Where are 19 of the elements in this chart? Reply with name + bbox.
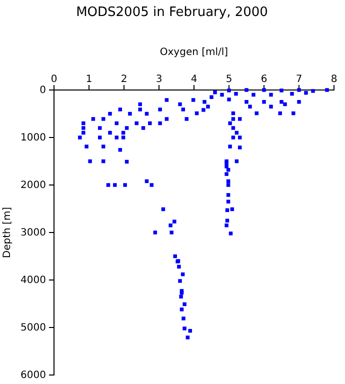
- chart-title: MODS2005 in February, 2000: [76, 5, 268, 20]
- y-tick-label: 5000: [20, 322, 46, 334]
- y-tick-label: 0: [40, 85, 46, 96]
- y-axis-title: Depth [m]: [2, 206, 13, 258]
- x-tick-label: 6: [260, 74, 268, 85]
- x-tick-label: 7: [296, 74, 302, 85]
- x-tick-label: 1: [86, 74, 92, 85]
- x-tick-label: 4: [190, 74, 198, 85]
- x-tick-label: 0: [50, 74, 58, 85]
- x-tick-label: 5: [226, 74, 232, 85]
- x-axis-title: Oxygen [ml/l]: [160, 47, 228, 58]
- y-tick-label: 4000: [20, 275, 46, 286]
- y-tick-label: 3000: [20, 228, 46, 239]
- x-tick-label: 3: [156, 74, 162, 85]
- y-tick-label: 6000: [20, 370, 46, 382]
- x-tick-label: 2: [120, 74, 128, 85]
- y-tick-label: 1000: [20, 132, 46, 144]
- y-tick-label: 2000: [20, 180, 46, 192]
- x-tick-label: 8: [330, 74, 338, 85]
